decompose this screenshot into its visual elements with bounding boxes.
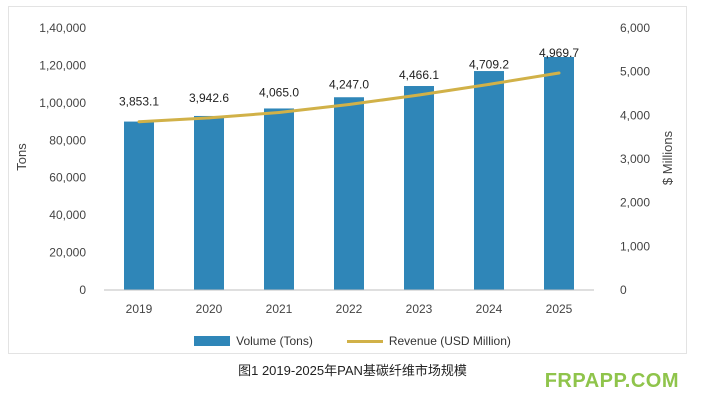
revenue-point bbox=[557, 71, 561, 75]
revenue-point bbox=[417, 93, 421, 97]
bar-2024 bbox=[474, 71, 504, 291]
y2-tick-label: 0 bbox=[620, 283, 627, 297]
legend: Volume (Tons) Revenue (USD Million) bbox=[0, 334, 705, 348]
revenue-point bbox=[207, 116, 211, 120]
x-tick-label: 2023 bbox=[406, 302, 433, 316]
watermark: FRPAPP.COM bbox=[544, 370, 679, 392]
legend-item-revenue: Revenue (USD Million) bbox=[346, 334, 511, 348]
x-tick-label: 2019 bbox=[126, 302, 153, 316]
x-tick-label: 2021 bbox=[266, 302, 293, 316]
y-tick-label: 1,40,000 bbox=[39, 21, 86, 35]
y-tick-label: 20,000 bbox=[49, 246, 86, 260]
revenue-data-label: 4,709.2 bbox=[469, 57, 509, 71]
x-tick-label: 2022 bbox=[336, 302, 363, 316]
bar-2025 bbox=[544, 57, 574, 290]
revenue-point bbox=[347, 103, 351, 107]
revenue-data-label: 3,942.6 bbox=[189, 91, 229, 105]
revenue-data-label: 4,247.0 bbox=[329, 78, 369, 92]
y-tick-label: 80,000 bbox=[49, 133, 86, 147]
legend-label-volume: Volume (Tons) bbox=[236, 334, 313, 348]
x-tick-label: 2025 bbox=[546, 302, 573, 316]
y-tick-label: 0 bbox=[79, 283, 86, 297]
y2-axis-title: $ Millions bbox=[660, 130, 675, 185]
y-tick-label: 60,000 bbox=[49, 171, 86, 185]
y2-tick-label: 3,000 bbox=[620, 152, 650, 166]
y2-tick-label: 5,000 bbox=[620, 65, 650, 79]
y2-tick-label: 4,000 bbox=[620, 108, 650, 122]
revenue-data-label: 3,853.1 bbox=[119, 95, 159, 109]
legend-item-volume: Volume (Tons) bbox=[194, 334, 313, 348]
y2-tick-label: 1,000 bbox=[620, 239, 650, 253]
bar-2021 bbox=[264, 108, 294, 290]
revenue-point bbox=[277, 110, 281, 114]
revenue-point bbox=[137, 120, 141, 124]
bar-2022 bbox=[334, 97, 364, 290]
y2-tick-label: 2,000 bbox=[620, 196, 650, 210]
x-tick-label: 2020 bbox=[196, 302, 223, 316]
legend-swatch-volume bbox=[194, 336, 231, 346]
legend-swatch-revenue bbox=[346, 339, 383, 343]
bar-2023 bbox=[404, 86, 434, 290]
y-tick-label: 1,20,000 bbox=[39, 58, 86, 72]
bar-2019 bbox=[124, 121, 154, 290]
x-tick-label: 2024 bbox=[476, 302, 503, 316]
y-axis-title: Tons bbox=[14, 143, 29, 171]
revenue-data-label: 4,969.7 bbox=[539, 46, 579, 60]
revenue-point bbox=[487, 82, 491, 86]
revenue-data-label: 4,065.0 bbox=[259, 85, 299, 99]
bar-2020 bbox=[194, 115, 224, 290]
revenue-data-label: 4,466.1 bbox=[399, 68, 439, 82]
y-tick-label: 40,000 bbox=[49, 208, 86, 222]
y2-tick-label: 6,000 bbox=[620, 21, 650, 35]
y-tick-label: 1,00,000 bbox=[39, 96, 86, 110]
figure-caption: 图1 2019-2025年PAN基碳纤维市场规模 bbox=[238, 363, 467, 378]
legend-label-revenue: Revenue (USD Million) bbox=[388, 334, 511, 348]
